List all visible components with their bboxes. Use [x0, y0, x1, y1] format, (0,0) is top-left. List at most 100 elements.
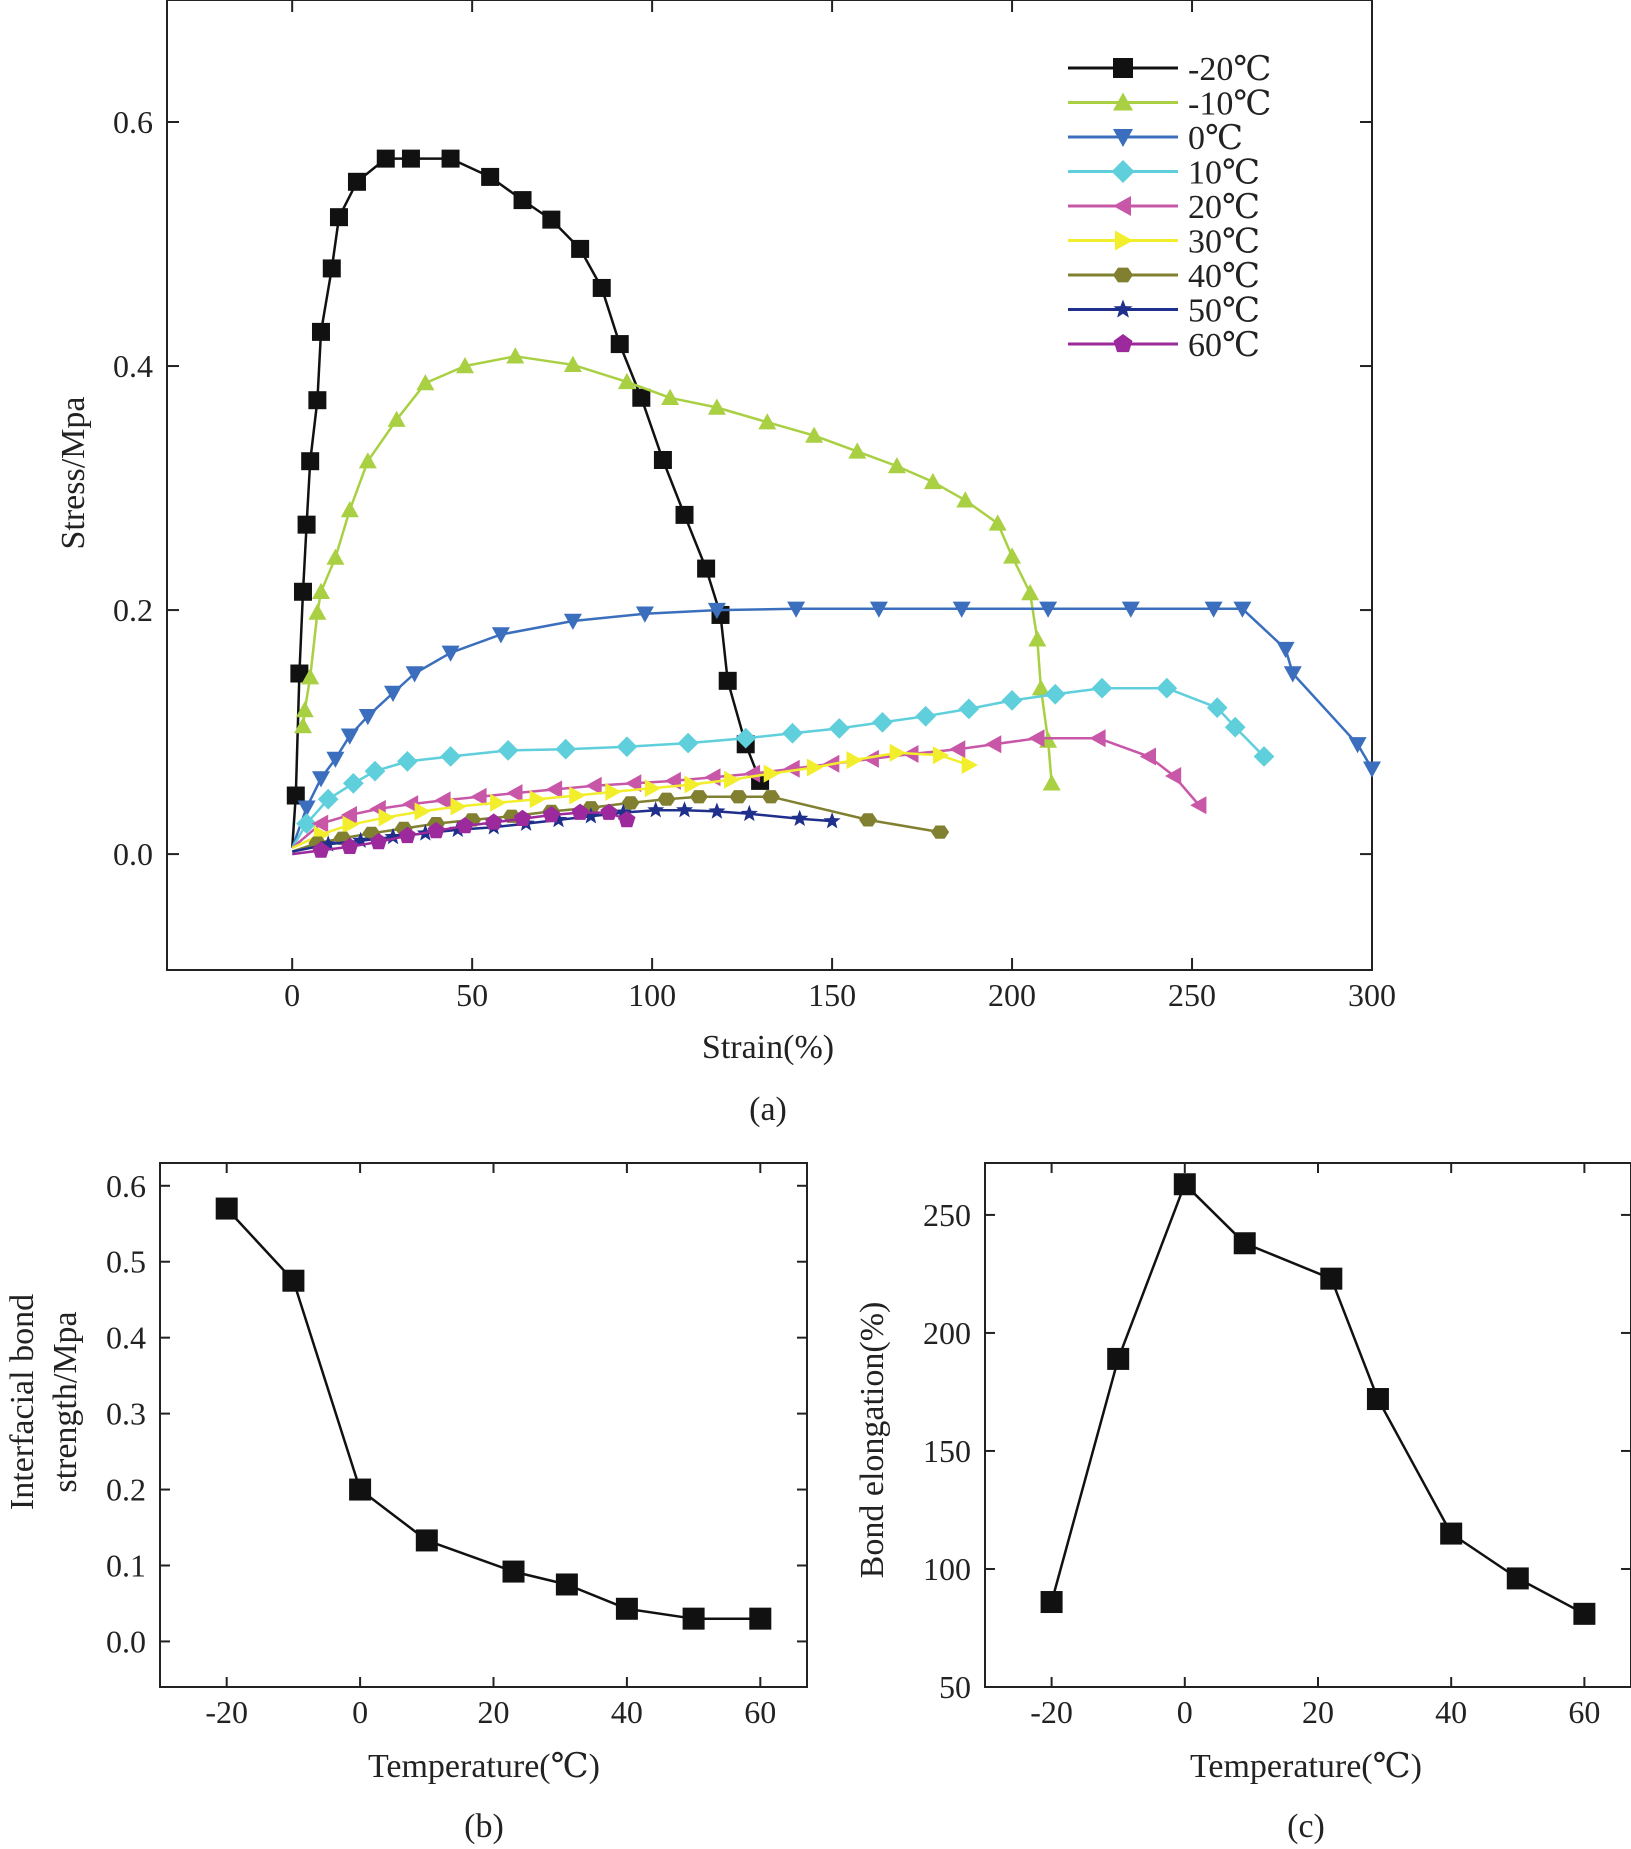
legend-marker: [1113, 334, 1133, 353]
panel-c-x-tick-label: -20: [1030, 1694, 1073, 1730]
data-point: [563, 355, 582, 372]
data-point: [340, 728, 359, 745]
data-point: [1348, 737, 1367, 754]
data-point: [401, 149, 420, 168]
panel-c-plot-frame: [984, 1162, 1631, 1688]
data-point: [312, 771, 330, 788]
data-point: [312, 582, 330, 599]
panel-a-x-tick-label: 50: [456, 977, 488, 1013]
data-point: [301, 452, 320, 471]
data-point: [308, 391, 327, 410]
panel-c-x-tick-label: 60: [1568, 1694, 1600, 1730]
panel-a-x-tick-label: 200: [988, 977, 1036, 1013]
panel-b-x-tick-label: 60: [744, 1694, 776, 1730]
panel-a-x-tick-label: 100: [628, 977, 676, 1013]
panel-a-x-tick-label: 150: [808, 977, 856, 1013]
legend-marker: [1113, 129, 1133, 147]
data-point: [416, 374, 435, 391]
data-point: [352, 831, 370, 848]
panel-a-series-3: [291, 677, 1275, 849]
data-point: [440, 746, 461, 767]
data-point: [848, 442, 867, 459]
panel-a-series-4: [291, 729, 1207, 849]
panel-c-x-tick-label: 40: [1435, 1694, 1467, 1730]
data-point: [869, 601, 888, 618]
data-point: [1040, 1591, 1063, 1614]
data-point: [387, 410, 406, 427]
data-point: [1363, 761, 1381, 778]
data-point: [342, 815, 359, 834]
data-point: [312, 841, 330, 858]
data-point: [326, 548, 345, 565]
panel-a-y-tick-label: 0.0: [113, 836, 153, 872]
data-point: [682, 1607, 705, 1630]
data-point: [600, 803, 618, 820]
data-point: [657, 792, 676, 806]
panel-a-y-tick-label: 0.2: [113, 592, 153, 628]
data-point: [470, 787, 487, 806]
data-point: [317, 788, 339, 810]
panel-b-y-tick-label: 0.0: [106, 1623, 146, 1659]
legend-marker: [1113, 267, 1133, 283]
data-point: [481, 167, 500, 186]
data-point: [450, 797, 467, 816]
panel-a-axes: 0 50 100 150 200 250 300 0.0 0.2 0.4 0.6: [113, 0, 1396, 1013]
data-point: [1003, 547, 1022, 564]
data-point: [341, 837, 359, 854]
data-point: [805, 426, 824, 443]
data-point: [293, 582, 312, 601]
data-point: [661, 388, 680, 405]
data-point: [349, 1478, 372, 1501]
legend-label: 0℃: [1188, 120, 1243, 157]
data-point: [502, 1560, 525, 1583]
data-point: [1204, 601, 1223, 618]
data-point: [859, 813, 878, 827]
data-point: [358, 709, 377, 726]
data-point: [1173, 1173, 1196, 1196]
legend-label: 20℃: [1188, 189, 1260, 226]
data-point: [569, 786, 586, 805]
data-point: [724, 770, 741, 789]
data-point: [956, 491, 975, 508]
data-point: [1044, 683, 1066, 705]
data-point: [718, 671, 737, 690]
panel-b-y-axis-title-line1: Interfacial bond: [4, 1294, 41, 1510]
data-point: [862, 749, 879, 768]
data-point: [605, 782, 622, 801]
panel-c-x-tick-label: 20: [1302, 1694, 1334, 1730]
data-point: [497, 740, 519, 761]
data-point: [1233, 601, 1252, 618]
panel-b-x-axis-title: Temperature(℃): [368, 1748, 600, 1785]
data-point: [490, 793, 507, 812]
data-point: [952, 601, 971, 618]
data-point: [949, 740, 966, 759]
panel-c-series-0: [1040, 1173, 1596, 1625]
data-point: [441, 149, 460, 168]
data-point: [923, 472, 942, 490]
legend-label: 40℃: [1188, 258, 1260, 295]
data-point: [506, 784, 523, 803]
panel-c-axes: -20 0 20 40 60 50 100 150 200 250: [923, 1162, 1631, 1730]
data-point: [846, 751, 863, 770]
legend-marker: [1111, 160, 1135, 183]
data-point: [215, 1197, 238, 1220]
panel-c-x-tick-label: 0: [1177, 1694, 1193, 1730]
data-point: [632, 388, 651, 407]
data-point: [653, 450, 672, 469]
data-point: [823, 812, 841, 829]
data-point: [958, 698, 980, 720]
data-point: [1001, 690, 1023, 711]
data-point: [617, 372, 636, 390]
data-point: [1165, 767, 1182, 785]
panel-b-x-tick-label: 20: [478, 1694, 510, 1730]
data-point: [961, 756, 978, 774]
panel-a-stress-strain-chart: 0 50 100 150 200 250 300 0.0 0.2 0.4 0.6 -20℃-10℃0…: [55, 0, 1396, 1128]
legend-entry: 60℃: [1068, 327, 1260, 364]
data-point: [988, 514, 1007, 531]
data-point: [397, 751, 418, 772]
data-point: [787, 601, 806, 618]
panel-c-y-tick-label: 50: [939, 1669, 971, 1705]
data-point: [402, 795, 419, 814]
panel-b-series: [215, 1197, 772, 1630]
